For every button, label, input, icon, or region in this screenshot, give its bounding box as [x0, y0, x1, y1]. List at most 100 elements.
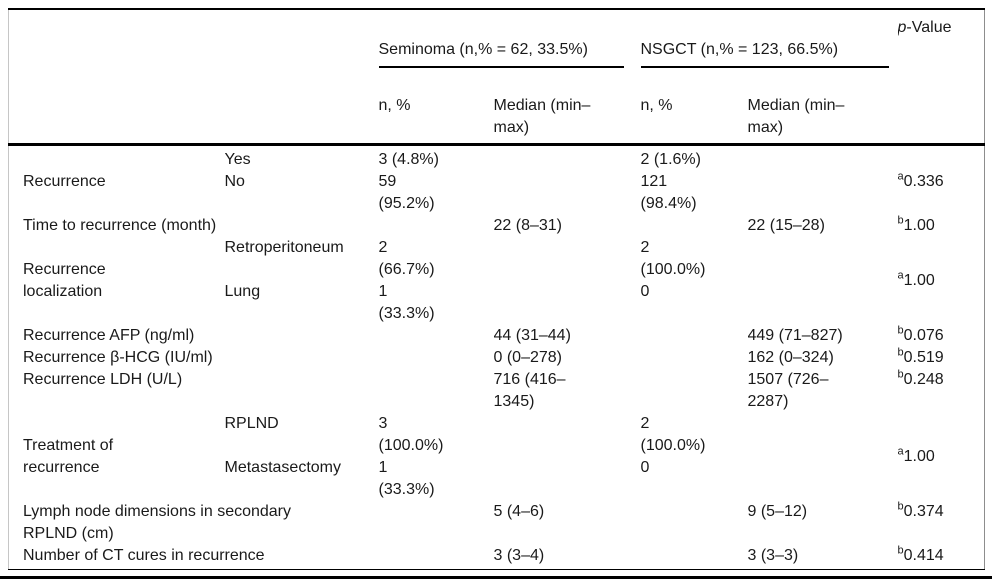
cell-recurrence-no-nsgct-median	[748, 171, 898, 215]
cell-localization-retro-seminoma-median	[494, 237, 641, 281]
header-sub-row: n, % Median (min– max) n, % Median (min–…	[8, 90, 985, 146]
cell-treatment-p-value: a1.00	[898, 413, 985, 501]
cell-localization-lung-seminoma-median	[494, 281, 641, 325]
p-value-text: 0.519	[903, 349, 944, 366]
subheader-seminoma-median: Median (min– max)	[493, 90, 641, 146]
cell-bhcg-seminoma-n	[379, 347, 494, 369]
cell-bhcg-p-value: b0.519	[898, 347, 985, 369]
cell-blank	[9, 145, 225, 172]
cell-afp-seminoma-median: 44 (31–44)	[493, 327, 571, 344]
cell-ct-nsgct-n	[640, 545, 748, 570]
cell-localization-lung-sublabel: Lung	[224, 283, 261, 300]
cell-treatment-label: Treatment of recurrence	[23, 437, 114, 476]
cell-ct-seminoma-n	[378, 545, 494, 570]
cell-lymph-nsgct-n	[641, 501, 748, 545]
cell-recurrence-no-nsgct-n: 121 (98.4%)	[640, 173, 697, 212]
p-superscript-a: a	[897, 269, 904, 282]
subheader-nsgct-median: Median (min– max)	[747, 90, 898, 146]
cell-treatment-rplnd-sublabel: RPLND	[224, 415, 279, 432]
cell-time-seminoma-median: 22 (8–31)	[493, 217, 563, 234]
p-value-text: 0.248	[903, 371, 944, 388]
cell-afp-seminoma-n	[379, 325, 494, 347]
cell-ldh-seminoma-median: 716 (416– 1345)	[493, 371, 566, 410]
p-superscript-b: b	[897, 325, 904, 337]
p-superscript-b: b	[897, 369, 904, 381]
row-recurrence-yes: Yes 3 (4.8%) 2 (1.6%) a0.336	[9, 145, 985, 190]
row-treatment-rplnd: Treatment of recurrence RPLND 3 (100.0%)…	[9, 413, 985, 476]
seminoma-group-label: Seminoma (n,% = 62, 33.5%)	[378, 41, 588, 58]
p-superscript-a: a	[897, 170, 904, 183]
p-value-text: 0.374	[903, 503, 944, 520]
cell-time-seminoma-n	[379, 215, 494, 237]
row-localization-retroperitoneum: Recurrence localization Retroperitoneum …	[9, 237, 985, 300]
cell-ldh-p-value: b0.248	[898, 369, 985, 413]
p-value-text: 0.336	[903, 173, 944, 190]
cell-localization-retro-seminoma-n: 2 (66.7%)	[378, 239, 435, 278]
row-time-to-recurrence: Time to recurrence (month) 22 (8–31) 22 …	[9, 215, 985, 237]
row-recurrence-no: Recurrence No 59 (95.2%) 121 (98.4%)	[9, 171, 985, 215]
cell-localization-lung-nsgct-n: 0	[640, 283, 650, 300]
cell-treatment-rplnd-nsgct-median	[748, 413, 898, 457]
cell-afp-label: Recurrence AFP (ng/ml)	[23, 327, 195, 344]
cell-ldh-seminoma-n	[379, 369, 494, 413]
subheader-nsgct-n: n, %	[640, 90, 748, 146]
row-lymph-node-dimensions: Lymph node dimensions in secondary RPLND…	[9, 501, 985, 545]
cell-recurrence-p-value: a0.336	[898, 145, 985, 216]
cell-ldh-nsgct-n	[641, 369, 748, 413]
cell-time-p-value: b1.00	[898, 215, 985, 237]
cell-treatment-meta-nsgct-n: 0	[640, 459, 650, 476]
p-value-text: 1.00	[903, 272, 935, 289]
p-value-italic-p: p	[897, 19, 907, 36]
header-blank	[9, 9, 379, 90]
subheader-seminoma-n: n, %	[378, 90, 494, 146]
cell-treatment-meta-seminoma-median	[494, 457, 641, 501]
cell-recurrence-label: Recurrence	[23, 173, 106, 190]
p-value-text: 0.414	[903, 547, 944, 564]
cell-bhcg-nsgct-n	[641, 347, 748, 369]
cell-lymph-node-label: Lymph node dimensions in secondary RPLND…	[23, 503, 292, 542]
cell-bhcg-label: Recurrence β-HCG (IU/ml)	[23, 349, 213, 366]
cell-recurrence-yes-sublabel: Yes	[224, 151, 251, 168]
cell-afp-nsgct-median: 449 (71–827)	[747, 327, 843, 344]
header-seminoma-group: Seminoma (n,% = 62, 33.5%)	[378, 9, 641, 90]
nsgct-group-label: NSGCT (n,% = 123, 66.5%)	[640, 41, 839, 58]
cell-localization-lung-seminoma-n: 1 (33.3%)	[378, 283, 435, 322]
cell-afp-nsgct-n	[641, 325, 748, 347]
cell-treatment-meta-sublabel: Metastasectomy	[224, 459, 341, 476]
recurrence-results-table: Seminoma (n,% = 62, 33.5%) NSGCT (n,% = …	[8, 8, 986, 570]
cell-lymph-p-value: b0.374	[898, 501, 985, 545]
row-ct-cures: Number of CT cures in recurrence 3 (3–4)…	[8, 545, 985, 570]
cell-ct-cures-label: Number of CT cures in recurrence	[8, 545, 379, 570]
header-p-value: p-Value	[897, 9, 985, 146]
cell-recurrence-yes-seminoma-median	[494, 145, 641, 172]
p-value-text: 1.00	[903, 448, 935, 465]
cell-treatment-meta-nsgct-median	[748, 457, 898, 501]
subheader-blank	[8, 90, 379, 146]
cell-lymph-seminoma-median: 5 (4–6)	[493, 503, 545, 520]
cell-recurrence-yes-nsgct-median	[748, 145, 898, 172]
cell-localization-retro-nsgct-n: 2 (100.0%)	[640, 239, 706, 278]
recurrence-results-table-wrap: Seminoma (n,% = 62, 33.5%) NSGCT (n,% = …	[8, 8, 992, 570]
row-recurrence-afp: Recurrence AFP (ng/ml) 44 (31–44) 449 (7…	[9, 325, 985, 347]
p-superscript-b: b	[897, 215, 904, 227]
cell-ct-p-value: b0.414	[897, 545, 985, 570]
cell-recurrence-no-seminoma-n: 59 (95.2%)	[378, 173, 435, 212]
row-treatment-metastasectomy: Metastasectomy 1 (33.3%) 0	[9, 457, 985, 501]
cell-treatment-rplnd-nsgct-n: 2 (100.0%)	[640, 415, 706, 454]
cell-recurrence-no-sublabel: No	[224, 173, 245, 190]
cell-time-to-recurrence-label: Time to recurrence (month)	[23, 217, 217, 234]
p-superscript-b: b	[897, 347, 904, 359]
row-localization-lung: Lung 1 (33.3%) 0	[9, 281, 985, 325]
cell-bhcg-seminoma-median: 0 (0–278)	[493, 349, 563, 366]
cell-lymph-seminoma-n	[379, 501, 494, 545]
header-nsgct-group: NSGCT (n,% = 123, 66.5%)	[640, 9, 898, 90]
cell-recurrence-yes-nsgct-n: 2 (1.6%)	[640, 151, 701, 168]
cell-time-nsgct-n	[641, 215, 748, 237]
cell-localization-retro-nsgct-median	[748, 237, 898, 281]
cell-treatment-rplnd-seminoma-median	[494, 413, 641, 457]
p-superscript-b: b	[897, 501, 904, 513]
row-recurrence-bhcg: Recurrence β-HCG (IU/ml) 0 (0–278) 162 (…	[9, 347, 985, 369]
cell-treatment-rplnd-seminoma-n: 3 (100.0%)	[378, 415, 444, 454]
cell-ldh-nsgct-median: 1507 (726– 2287)	[747, 371, 829, 410]
cell-time-nsgct-median: 22 (15–28)	[747, 217, 825, 234]
